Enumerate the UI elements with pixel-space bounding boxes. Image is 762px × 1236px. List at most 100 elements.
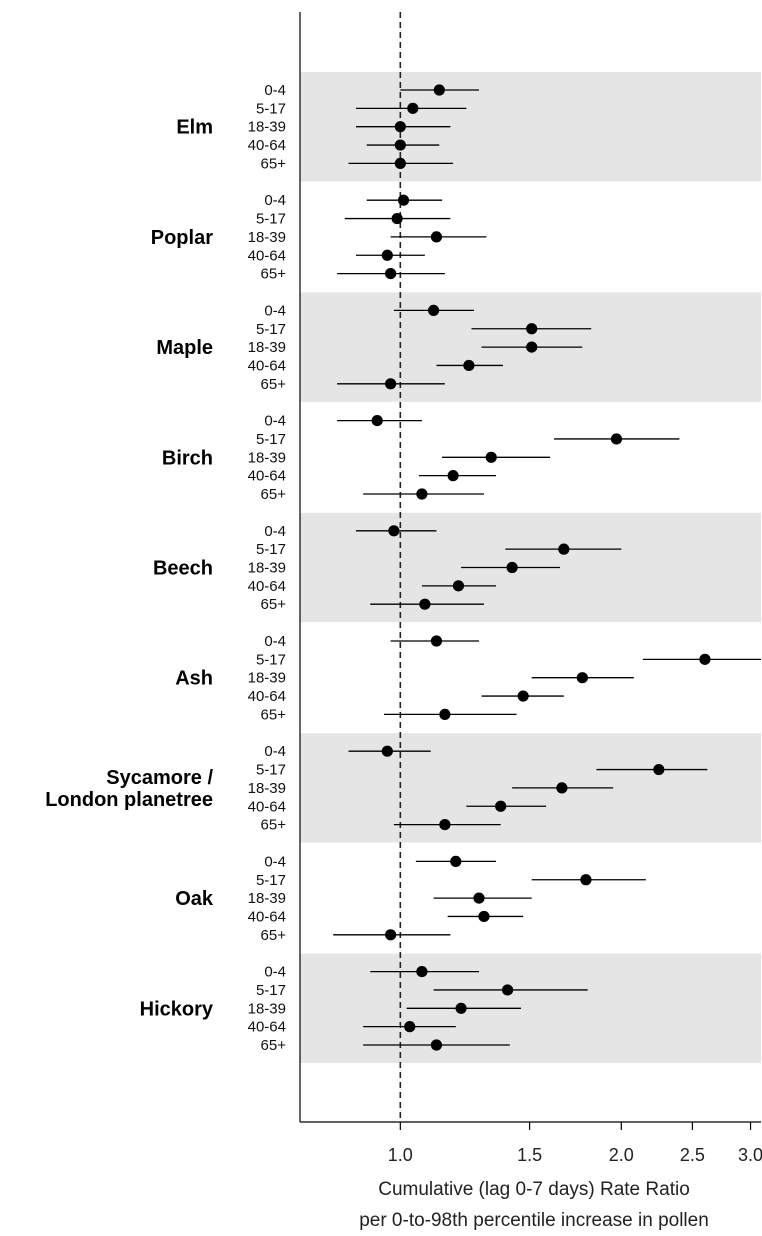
group-label-sycamore-london-planetree-line2: London planetree bbox=[45, 789, 213, 811]
group-label-poplar: Poplar bbox=[151, 227, 213, 249]
point-oak-18-39 bbox=[473, 892, 485, 904]
point-hickory-0-4 bbox=[416, 966, 428, 978]
age-label-oak-18-39: 18-39 bbox=[248, 890, 286, 907]
x-axis-title-line2: per 0-to-98th percentile increase in pol… bbox=[359, 1210, 709, 1231]
x-tick-label-0: 1.0 bbox=[388, 1145, 413, 1165]
age-label-poplar-18-39: 18-39 bbox=[248, 229, 286, 246]
point-birch-18-39 bbox=[485, 451, 497, 463]
x-axis: 1.0 1.5 2.0 2.5 3.0 bbox=[299, 12, 762, 1165]
point-maple-40-64 bbox=[463, 359, 475, 372]
point-maple-18-39 bbox=[526, 341, 538, 353]
age-label-hickory-18-39: 18-39 bbox=[248, 1000, 286, 1017]
age-label-oak-65plus: 65+ bbox=[261, 927, 287, 944]
group-label-beech: Beech bbox=[153, 558, 213, 580]
point-oak-0-4 bbox=[450, 855, 462, 868]
age-label-beech-18-39: 18-39 bbox=[248, 560, 286, 577]
x-tick-label-2: 2.0 bbox=[609, 1145, 634, 1165]
age-label-elm-0-4: 0-4 bbox=[264, 82, 286, 99]
x-tick-label-3: 2.5 bbox=[680, 1145, 705, 1165]
point-ash-65plus bbox=[439, 708, 451, 721]
age-label-sycamore-london-planetree-5-17: 5-17 bbox=[256, 762, 286, 779]
point-beech-65plus bbox=[419, 598, 431, 610]
x-tick-label-4: 3.0 bbox=[738, 1145, 762, 1165]
age-label-maple-40-64: 40-64 bbox=[248, 357, 286, 374]
x-axis-title-line1: Cumulative (lag 0-7 days) Rate Ratio bbox=[378, 1179, 690, 1200]
point-beech-18-39 bbox=[506, 561, 518, 574]
point-hickory-5-17 bbox=[501, 984, 514, 996]
point-poplar-0-4 bbox=[397, 194, 410, 206]
point-elm-40-64 bbox=[394, 139, 406, 151]
age-label-poplar-5-17: 5-17 bbox=[256, 211, 286, 228]
age-label-maple-65plus: 65+ bbox=[261, 376, 287, 393]
age-label-ash-18-39: 18-39 bbox=[248, 670, 286, 687]
point-hickory-18-39 bbox=[455, 1002, 467, 1014]
row-labels: Elm0-45-1718-3940-6465+Poplar0-45-1718-3… bbox=[45, 82, 286, 1054]
age-label-sycamore-london-planetree-65plus: 65+ bbox=[261, 817, 287, 834]
point-elm-5-17 bbox=[407, 102, 419, 114]
age-label-oak-40-64: 40-64 bbox=[248, 908, 286, 925]
age-label-birch-65plus: 65+ bbox=[261, 486, 287, 503]
age-label-maple-18-39: 18-39 bbox=[248, 339, 286, 356]
point-ash-18-39 bbox=[576, 672, 588, 684]
point-maple-0-4 bbox=[427, 304, 440, 316]
point-ash-5-17 bbox=[699, 653, 711, 665]
age-label-beech-5-17: 5-17 bbox=[256, 541, 286, 558]
point-elm-0-4 bbox=[433, 84, 445, 96]
point-hickory-40-64 bbox=[404, 1021, 416, 1033]
point-birch-0-4 bbox=[371, 415, 383, 427]
point-beech-5-17 bbox=[558, 543, 570, 555]
age-label-poplar-40-64: 40-64 bbox=[248, 247, 286, 264]
age-label-beech-40-64: 40-64 bbox=[248, 578, 286, 595]
point-poplar-5-17 bbox=[391, 212, 403, 225]
point-birch-5-17 bbox=[610, 433, 623, 445]
age-label-beech-65plus: 65+ bbox=[261, 596, 287, 613]
point-birch-40-64 bbox=[447, 470, 459, 482]
x-tick-label-1: 1.5 bbox=[517, 1145, 542, 1165]
age-label-maple-5-17: 5-17 bbox=[256, 321, 286, 338]
point-poplar-65plus bbox=[385, 268, 397, 280]
point-oak-5-17 bbox=[580, 874, 592, 886]
age-label-hickory-5-17: 5-17 bbox=[256, 982, 286, 999]
point-poplar-18-39 bbox=[430, 231, 443, 243]
group-label-elm: Elm bbox=[176, 117, 213, 139]
estimates-layer bbox=[333, 84, 761, 1051]
group-label-sycamore-london-planetree-line1: Sycamore / bbox=[106, 767, 213, 789]
point-oak-40-64 bbox=[478, 910, 490, 923]
point-sycamore-london-planetree-0-4 bbox=[381, 745, 393, 757]
age-label-sycamore-london-planetree-40-64: 40-64 bbox=[248, 798, 286, 815]
point-sycamore-london-planetree-18-39 bbox=[556, 782, 568, 794]
point-birch-65plus bbox=[416, 488, 428, 500]
band-hickory bbox=[300, 953, 761, 1063]
age-label-oak-5-17: 5-17 bbox=[256, 872, 286, 889]
age-label-hickory-0-4: 0-4 bbox=[264, 964, 286, 981]
point-oak-65plus bbox=[385, 929, 397, 941]
age-label-sycamore-london-planetree-0-4: 0-4 bbox=[264, 743, 286, 760]
age-label-elm-5-17: 5-17 bbox=[256, 100, 286, 117]
point-elm-18-39 bbox=[394, 121, 406, 133]
group-label-oak: Oak bbox=[175, 888, 214, 910]
group-label-hickory: Hickory bbox=[140, 998, 214, 1020]
point-ash-0-4 bbox=[430, 635, 443, 647]
point-poplar-40-64 bbox=[381, 249, 393, 261]
age-label-oak-0-4: 0-4 bbox=[264, 853, 286, 870]
age-label-ash-5-17: 5-17 bbox=[256, 651, 286, 668]
point-beech-40-64 bbox=[452, 580, 465, 592]
age-label-sycamore-london-planetree-18-39: 18-39 bbox=[248, 780, 286, 797]
point-hickory-65plus bbox=[430, 1039, 443, 1051]
point-maple-65plus bbox=[385, 378, 397, 390]
point-elm-65plus bbox=[394, 157, 406, 169]
group-label-maple: Maple bbox=[156, 337, 213, 359]
point-ash-40-64 bbox=[517, 690, 529, 702]
group-label-birch: Birch bbox=[162, 447, 213, 469]
age-label-hickory-40-64: 40-64 bbox=[248, 1019, 286, 1036]
point-sycamore-london-planetree-5-17 bbox=[653, 763, 665, 776]
point-beech-0-4 bbox=[388, 525, 400, 537]
age-label-birch-40-64: 40-64 bbox=[248, 468, 286, 485]
age-label-ash-40-64: 40-64 bbox=[248, 688, 286, 705]
age-label-birch-5-17: 5-17 bbox=[256, 431, 286, 448]
age-label-beech-0-4: 0-4 bbox=[264, 523, 286, 540]
age-label-ash-0-4: 0-4 bbox=[264, 633, 286, 650]
age-label-birch-0-4: 0-4 bbox=[264, 413, 286, 430]
age-label-elm-65plus: 65+ bbox=[261, 155, 287, 172]
